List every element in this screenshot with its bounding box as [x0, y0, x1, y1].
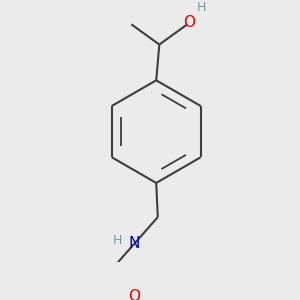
Text: H: H [196, 1, 206, 14]
Text: O: O [128, 289, 140, 300]
Text: H: H [113, 234, 122, 247]
Text: N: N [129, 236, 140, 251]
Text: O: O [183, 15, 195, 30]
